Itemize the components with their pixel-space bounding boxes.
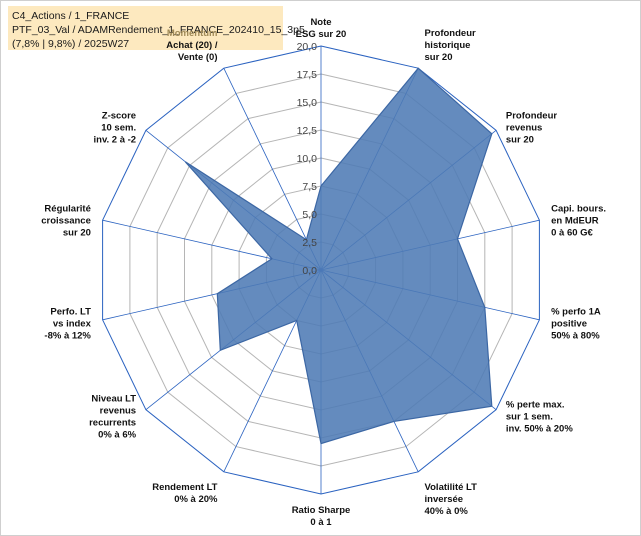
radar-ticks: 0,0 2,5 5,0 7,5 10,0 12,5 15,0 17,5 20,0 <box>297 41 318 277</box>
axis-label-4-line-2: 50% à 80% <box>551 331 600 342</box>
axis-label-1-line-2: sur 20 <box>425 52 453 63</box>
axis-label-1-line-0: Profondeur <box>425 28 476 39</box>
axis-label-3-line-1: en MdEUR <box>551 215 599 226</box>
tick-label-5: 12,5 <box>297 125 318 137</box>
axis-label-11-line-0: Régularité <box>44 203 90 214</box>
axis-label-4-line-1: positive <box>551 319 587 330</box>
axis-label-10-line-1: vs index <box>53 319 92 330</box>
axis-label-0-line-0: Note <box>310 17 331 28</box>
axis-label-12-line-2: inv. 2 à -2 <box>94 134 137 145</box>
axis-label-9-line-1: revenus <box>100 406 136 417</box>
header-line-3: (7,8% | 9,8%) / 2025W27 <box>12 38 130 50</box>
axis-label-0-line-1: ESG sur 20 <box>296 29 347 40</box>
axis-label-2-line-0: Profondeur <box>506 110 557 121</box>
tick-label-7: 17,5 <box>297 69 318 81</box>
tick-label-1: 2,5 <box>302 237 317 249</box>
tick-label-8: 20,0 <box>297 41 318 53</box>
axis-label-10-line-2: -8% à 12% <box>44 331 91 342</box>
axis-label-8-line-0: Rendement LT <box>152 482 217 493</box>
axis-label-1-line-1: historique <box>425 40 471 51</box>
axis-label-6-line-0: Volatilité LT <box>425 482 478 493</box>
axis-label-6-line-1: inversée <box>425 494 464 505</box>
axis-label-4-line-0: % perfo 1A <box>551 307 601 318</box>
axis-label-5-line-1: sur 1 sem. <box>506 412 553 423</box>
tick-label-2: 5,0 <box>302 209 317 221</box>
tick-label-3: 7,5 <box>302 181 317 193</box>
axis-label-13-line-1: Achat (20) / <box>166 40 218 51</box>
tick-label-6: 15,0 <box>297 97 318 109</box>
axis-label-9-line-3: 0% à 6% <box>98 430 137 441</box>
axis-label-7-line-0: Ratio Sharpe <box>292 505 351 516</box>
axis-label-5-line-0: % perte max. <box>506 400 565 411</box>
axis-label-12-line-1: 10 sem. <box>101 122 136 133</box>
axis-label-13-line-2: Vente (0) <box>178 52 218 63</box>
axis-label-12-line-0: Z-score <box>102 110 136 121</box>
axis-label-11-line-2: sur 20 <box>63 227 91 238</box>
axis-label-9-line-0: Niveau LT <box>91 394 136 405</box>
axis-label-5-line-2: inv. 50% à 20% <box>506 424 573 435</box>
radar-series <box>184 67 493 445</box>
spoke-13 <box>223 68 322 271</box>
chart-header: C4_Actions / 1_FRANCE PTF_03_Val / ADAMR… <box>8 6 305 50</box>
axis-label-3-line-2: 0 à 60 G€ <box>551 227 593 238</box>
axis-label-8-line-1: 0% à 20% <box>174 494 218 505</box>
tick-label-0: 0,0 <box>302 265 317 277</box>
axis-label-10-line-0: Perfo. LT <box>50 307 91 318</box>
series-area <box>184 67 493 445</box>
axis-label-9-line-2: recurrents <box>89 418 136 429</box>
axis-label-7-line-1: 0 à 1 <box>310 517 332 528</box>
header-line-2: PTF_03_Val / ADAMRendement_1_FRANCE_2024… <box>12 24 305 36</box>
tick-label-4: 10,0 <box>297 153 318 165</box>
axis-label-6-line-2: 40% à 0% <box>425 506 469 517</box>
axis-label-3-line-0: Capi. bours. <box>551 203 606 214</box>
header-line-1: C4_Actions / 1_FRANCE <box>12 10 130 22</box>
axis-label-2-line-2: sur 20 <box>506 134 534 145</box>
axis-label-13-line-0: Momentum <box>167 28 218 39</box>
axis-label-11-line-1: croissance <box>41 215 91 226</box>
axis-label-2-line-1: revenus <box>506 122 542 133</box>
